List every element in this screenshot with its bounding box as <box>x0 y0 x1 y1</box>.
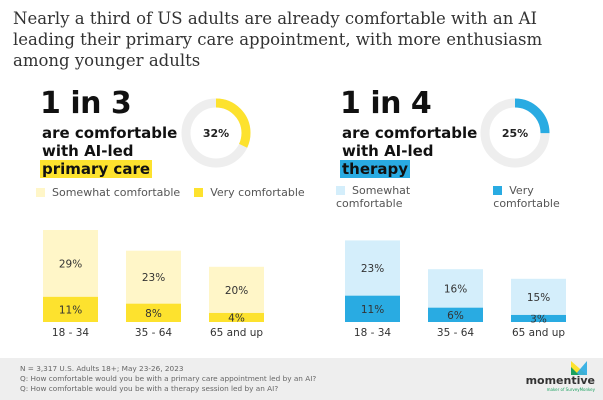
charts: 32% 25% 11% 29% 18 - 34 8% 23% 35 - 64 4% 20% 65 a… <box>43 98 566 339</box>
bar-segment <box>345 240 400 296</box>
legend-item: Very comfortable <box>493 184 603 210</box>
legend-swatch <box>36 188 45 197</box>
data-label: 15% <box>527 292 550 304</box>
caption-line: with AI-led <box>342 142 434 160</box>
stat-caption-primary-care: are comfortable with AI-led primary care <box>40 124 178 178</box>
legend-swatch <box>336 186 345 195</box>
page-title: Nearly a third of US adults are already … <box>13 9 543 70</box>
category-label: 65 and up <box>210 327 263 339</box>
caption-highlight: therapy <box>340 160 411 178</box>
bar-segment <box>428 269 483 308</box>
legend-swatch <box>194 188 204 197</box>
data-label: 8% <box>145 308 162 320</box>
bar-segment <box>126 303 181 322</box>
legend-item: Somewhat comfortable <box>36 186 180 199</box>
data-label: 3% <box>530 313 547 325</box>
data-label: 29% <box>59 258 82 270</box>
donut-label: 32% <box>203 127 229 140</box>
data-label: 4% <box>228 312 245 324</box>
legend-swatch <box>493 186 503 195</box>
legend-item: Very comfortable <box>194 186 305 199</box>
data-label: 11% <box>59 304 82 316</box>
donut-arc <box>480 98 550 168</box>
bar-segment <box>428 307 483 322</box>
legend-label: Very comfortable <box>210 186 305 199</box>
caption-line: are comfortable <box>42 124 178 142</box>
category-label: 65 and up <box>512 327 565 339</box>
data-label: 6% <box>447 310 464 322</box>
momentive-logo: momentive maker of SurveyMonkey <box>526 358 595 392</box>
data-label: 23% <box>142 272 165 284</box>
bar-segment <box>209 312 264 322</box>
caption-line: are comfortable <box>342 124 478 142</box>
legend-primary-care: Somewhat comfortable Very comfortable <box>36 186 305 199</box>
logo-subtext: maker of SurveyMonkey <box>546 387 595 392</box>
caption-line: with AI-led <box>42 142 134 160</box>
data-label: 11% <box>361 304 384 316</box>
category-label: 18 - 34 <box>52 327 90 339</box>
legend-item: Somewhat comfortable <box>336 184 479 210</box>
question-1: Q: How comfortable would you be with a p… <box>20 374 317 383</box>
bar-segment <box>126 250 181 304</box>
donut-arc <box>181 98 251 168</box>
data-label: 20% <box>225 285 248 297</box>
sample-note: N = 3,317 U.S. Adults 18+; May 23-26, 20… <box>20 364 184 373</box>
stat-therapy: 1 in 4 <box>340 86 432 121</box>
stat-caption-therapy: are comfortable with AI-led therapy <box>340 124 478 178</box>
logo-mark-icon <box>571 361 587 375</box>
category-label: 18 - 34 <box>354 327 392 339</box>
stat-primary-care: 1 in 3 <box>40 86 132 121</box>
data-label: 23% <box>361 263 384 275</box>
category-label: 35 - 64 <box>135 327 173 339</box>
footer: N = 3,317 U.S. Adults 18+; May 23-26, 20… <box>0 358 603 400</box>
bar-segment <box>345 295 400 322</box>
caption-highlight: primary care <box>40 160 153 178</box>
bar-segment <box>43 230 98 297</box>
bar-segment <box>43 296 98 322</box>
legend-label: Very comfortable <box>493 184 560 210</box>
bar-segment <box>511 314 566 322</box>
donut-label: 25% <box>502 127 528 140</box>
data-label: 16% <box>444 283 467 295</box>
bar-segment <box>511 278 566 315</box>
category-label: 35 - 64 <box>437 327 475 339</box>
legend-label: Somewhat comfortable <box>336 184 411 210</box>
bar-segment <box>209 266 264 313</box>
logo-text: momentive <box>525 374 595 387</box>
legend-therapy: Somewhat comfortable Very comfortable <box>336 184 603 210</box>
question-2: Q: How comfortable would you be with a t… <box>20 384 279 393</box>
legend-label: Somewhat comfortable <box>52 186 181 199</box>
